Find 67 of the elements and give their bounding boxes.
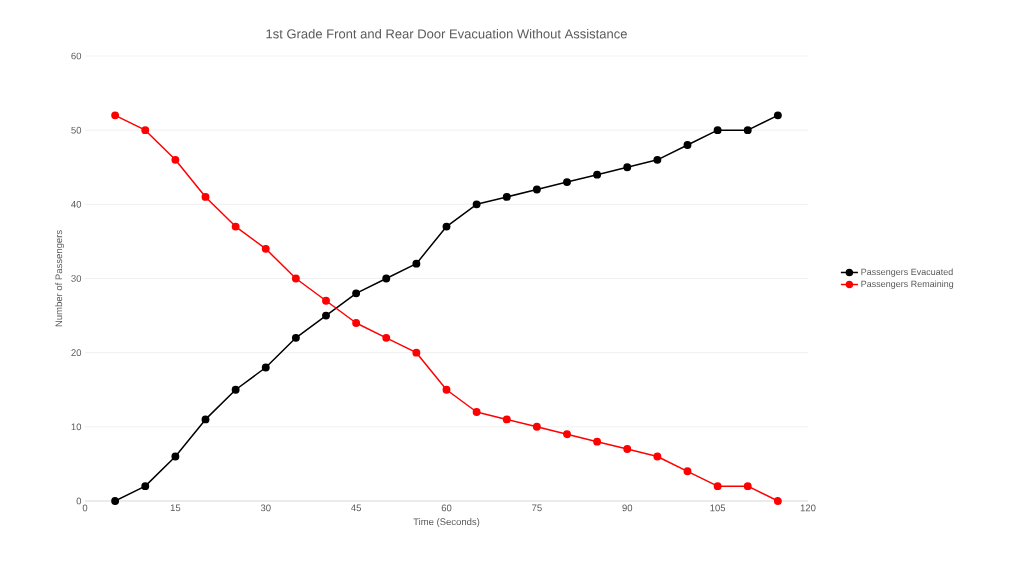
- point: [743, 126, 752, 135]
- point: [713, 482, 722, 491]
- point: [111, 111, 120, 120]
- x-tick-label: 105: [710, 504, 726, 512]
- point: [593, 170, 602, 179]
- point: [201, 192, 210, 201]
- y-tick-label: 50: [71, 126, 82, 134]
- point: [743, 482, 752, 491]
- point: [563, 430, 571, 439]
- point: [442, 222, 451, 231]
- point: [141, 482, 150, 491]
- point: [502, 415, 511, 424]
- x-tick-label: 75: [532, 504, 542, 512]
- point: [261, 363, 270, 372]
- point: [291, 333, 300, 342]
- y-tick-label: 20: [71, 349, 82, 357]
- point: [322, 311, 330, 320]
- point: [141, 126, 150, 135]
- point: [352, 319, 361, 327]
- point: [773, 497, 782, 505]
- point: [111, 497, 120, 505]
- point: [171, 155, 180, 164]
- y-tick-label: 60: [71, 52, 82, 60]
- x-tick-label: 30: [260, 504, 271, 512]
- x-tick-label: 15: [170, 504, 181, 512]
- point: [593, 437, 602, 446]
- y-tick-label: 10: [71, 423, 82, 431]
- point: [502, 192, 511, 201]
- point: [653, 155, 662, 164]
- point: [773, 111, 782, 120]
- point: [683, 141, 692, 149]
- y-tick-label: 40: [71, 200, 82, 208]
- point: [201, 415, 210, 424]
- point: [442, 385, 451, 394]
- x-tick-label: 120: [800, 504, 816, 512]
- point: [683, 467, 692, 476]
- y-tick-label: 30: [71, 275, 82, 282]
- x-axis-title: Time (Seconds): [413, 518, 480, 527]
- legend-label: Passengers Remaining: [861, 280, 954, 289]
- point: [261, 244, 270, 253]
- point: [382, 274, 391, 283]
- point: [623, 445, 632, 454]
- point: [412, 348, 421, 357]
- point: [382, 333, 391, 342]
- point: [563, 178, 571, 187]
- point: [291, 274, 300, 283]
- point: [171, 452, 180, 461]
- x-tick-label: 60: [441, 504, 452, 512]
- point: [653, 452, 662, 461]
- x-tick-label: 90: [622, 504, 633, 512]
- point: [412, 259, 421, 268]
- chart-title: 1st Grade Front and Rear Door Evacuation Without Assistance: [266, 28, 627, 39]
- point: [352, 289, 361, 298]
- point: [532, 185, 541, 194]
- point: [472, 408, 481, 416]
- point: [231, 385, 240, 394]
- point: [322, 296, 330, 305]
- legend-label: Passengers Evacuated: [861, 268, 953, 277]
- x-tick-label: 45: [351, 504, 362, 512]
- point: [623, 163, 632, 172]
- x-tick-label: 0: [82, 504, 88, 512]
- y-axis-title: Number of Passengers: [55, 230, 65, 327]
- y-tick-label: 0: [76, 497, 82, 505]
- point: [472, 200, 481, 209]
- point: [713, 126, 722, 135]
- point: [532, 422, 541, 431]
- point: [231, 222, 240, 231]
